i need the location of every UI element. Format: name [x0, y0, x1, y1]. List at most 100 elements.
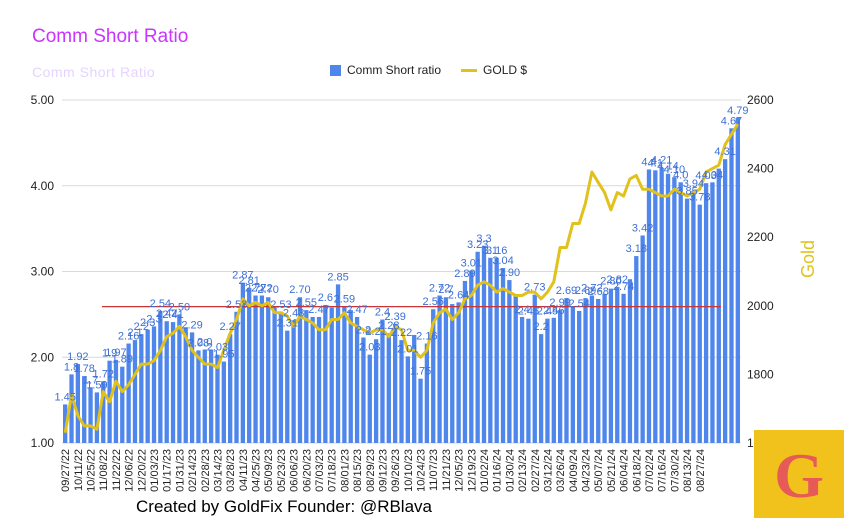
ratio-bar — [634, 256, 639, 443]
data-label: 2.82 — [607, 274, 628, 286]
data-label: 1.95 — [213, 349, 234, 361]
data-label: 2.70 — [258, 284, 279, 296]
x-tick-label: 03/14/23 — [212, 449, 224, 492]
ratio-bar — [316, 316, 322, 443]
data-label: 2.41 — [162, 309, 183, 321]
ratio-bar — [519, 316, 525, 443]
ratio-bar — [564, 298, 569, 443]
data-label: 2.53 — [226, 299, 247, 311]
ratio-bar — [164, 321, 169, 443]
ratio-bar — [120, 366, 125, 443]
ratio-bar — [196, 350, 201, 443]
x-tick-label: 02/27/24 — [530, 449, 542, 492]
ratio-bar — [126, 343, 131, 443]
data-label: 2.81 — [238, 275, 259, 287]
ratio-bar — [557, 310, 563, 443]
data-label: 3.01 — [461, 258, 482, 270]
ratio-bar — [710, 182, 715, 443]
ratio-bar — [88, 387, 93, 443]
data-label: 1.89 — [112, 354, 133, 366]
ratio-bar — [697, 204, 702, 443]
ratio-bar — [304, 310, 309, 443]
x-tick-label: 05/23/23 — [276, 449, 288, 492]
x-tick-label: 09/12/23 — [377, 449, 389, 492]
ratio-bar — [335, 284, 341, 443]
ratio-bar — [602, 293, 607, 443]
data-label: 2.6 — [318, 292, 333, 304]
x-tick-label: 09/26/23 — [390, 449, 402, 492]
data-label: 2.45 — [537, 306, 558, 318]
ratio-bar — [469, 270, 474, 443]
x-tick-label: 01/31/23 — [174, 449, 186, 492]
ratio-bar — [405, 356, 411, 443]
ratio-bar — [145, 329, 150, 443]
x-tick-label: 05/09/23 — [263, 449, 275, 492]
y-left-tick-label: 2.00 — [31, 350, 55, 364]
ratio-bar — [608, 288, 614, 443]
x-tick-label: 11/21/23 — [441, 449, 453, 491]
data-label: 4.14 — [657, 161, 678, 173]
legend-bar-swatch — [330, 64, 341, 76]
legend-label-gold: GOLD $ — [483, 63, 528, 77]
data-label: 3.94 — [683, 178, 704, 190]
data-label: 3.1 — [483, 245, 498, 257]
ratio-bar — [94, 392, 100, 443]
ratio-bar — [627, 279, 633, 443]
data-label: 2.4 — [514, 304, 529, 316]
ratio-bar — [596, 298, 601, 443]
ratio-bar — [577, 310, 582, 443]
x-tick-label: 03/12/24 — [542, 449, 554, 492]
x-tick-label: 08/01/23 — [339, 449, 351, 492]
legend-line-swatch — [461, 68, 478, 72]
data-label: 2.99 — [549, 297, 570, 309]
x-tick-label: 10/24/23 — [416, 449, 428, 492]
data-label: 1.45 — [54, 391, 75, 403]
x-tick-label: 11/22/22 — [111, 449, 123, 491]
ratio-bar — [684, 198, 690, 443]
data-label: 2.80 — [600, 276, 621, 288]
ratio-bar — [228, 334, 233, 443]
ratio-bar — [329, 307, 334, 443]
data-label: 2.85 — [327, 271, 348, 283]
data-label: 2.1 — [127, 327, 142, 339]
data-label: 1.7 — [83, 374, 98, 386]
ratio-bar — [75, 364, 81, 443]
ratio-bar — [589, 295, 595, 443]
x-tick-label: 10/10/23 — [403, 449, 415, 492]
ratio-bar — [735, 118, 740, 443]
ratio-bar — [678, 182, 683, 443]
data-label: 1.92 — [67, 351, 88, 363]
ratio-bar — [348, 310, 353, 443]
x-tick-label: 01/17/23 — [162, 449, 174, 492]
ratio-bar — [615, 286, 620, 443]
ratio-bar — [583, 298, 588, 443]
data-label: 2.47 — [308, 304, 329, 316]
data-label: 2.54 — [150, 298, 171, 310]
ratio-bar — [342, 306, 347, 443]
data-label: 4.31 — [714, 146, 735, 158]
data-label: 3.85 — [676, 186, 697, 198]
ratio-bar — [240, 282, 246, 443]
x-tick-label: 07/02/24 — [644, 449, 656, 492]
ratio-bar — [431, 309, 436, 443]
data-label: 3.16 — [486, 245, 507, 257]
data-label: 2.01 — [397, 343, 418, 355]
x-tick-label: 12/19/23 — [466, 449, 478, 492]
x-tick-label: 07/16/24 — [657, 449, 669, 492]
x-tick-label: 12/05/23 — [454, 449, 466, 492]
data-label: 2.22 — [391, 327, 412, 339]
x-tick-label: 08/13/24 — [682, 449, 694, 492]
ratio-bar — [716, 168, 721, 443]
data-label: 1.78 — [73, 363, 94, 375]
data-label: 4.03 — [695, 170, 716, 182]
ratio-bar — [361, 337, 366, 443]
data-label: 2.47 — [346, 304, 367, 316]
data-label: 2.46 — [543, 305, 564, 317]
x-tick-label: 11/08/22 — [98, 449, 110, 491]
data-label: 4.10 — [664, 164, 685, 176]
ratio-bar — [729, 128, 734, 444]
x-tick-label: 01/02/24 — [479, 449, 491, 492]
data-label: 2.08 — [188, 337, 209, 349]
data-label: 2.21 — [365, 326, 386, 338]
